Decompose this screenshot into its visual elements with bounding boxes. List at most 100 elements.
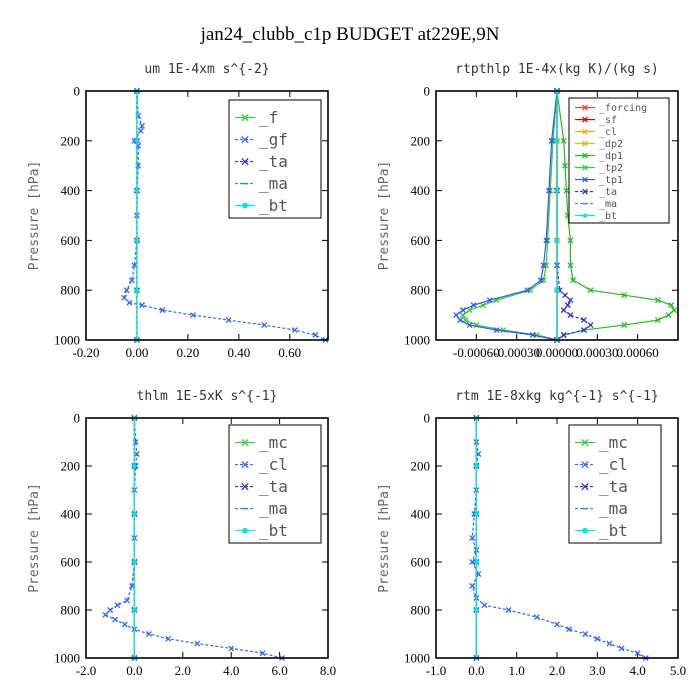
data-point xyxy=(132,559,137,565)
data-point xyxy=(133,451,140,457)
x-tick-label: -1.0 xyxy=(426,663,447,678)
data-point xyxy=(554,621,560,628)
x-tick-label: 8.0 xyxy=(320,663,336,678)
x-tick-label: 2.0 xyxy=(549,663,565,678)
data-point xyxy=(621,292,628,299)
data-point xyxy=(480,302,487,309)
legend-entry: _mc xyxy=(259,433,288,452)
x-tick-label: -0.00060 xyxy=(453,345,500,360)
data-point xyxy=(570,277,577,284)
data-point xyxy=(132,463,137,469)
data-point xyxy=(562,292,569,299)
x-tick-label: -0.20 xyxy=(72,345,99,360)
data-point xyxy=(543,237,550,244)
legend: _forcing_sf_cl_dp2_dp1_tp2_tp1_ta_ma_bt xyxy=(568,97,670,224)
legend-swatch-marker xyxy=(582,213,588,218)
series-line xyxy=(455,90,558,341)
data-point xyxy=(493,327,500,333)
data-point xyxy=(668,302,675,309)
legend-swatch-marker xyxy=(582,128,588,135)
legend-entry: _tp2 xyxy=(599,163,623,174)
legend-entry: _ma xyxy=(259,174,288,193)
legend-entry: _mc xyxy=(599,433,628,452)
data-point xyxy=(123,287,130,294)
legend-swatch-marker xyxy=(581,460,589,469)
data-point xyxy=(474,463,479,469)
y-axis-label: Pressure [hPa] xyxy=(27,483,42,593)
data-point xyxy=(228,645,235,652)
y-tick-label: 600 xyxy=(411,555,431,570)
data-point xyxy=(654,317,661,324)
legend-swatch-marker xyxy=(582,152,588,159)
data-point xyxy=(606,640,613,647)
legend-entry: _bt xyxy=(599,211,617,222)
data-point xyxy=(459,312,466,319)
legend-swatch-marker xyxy=(582,116,588,123)
data-point xyxy=(560,332,567,338)
y-tick-label: 600 xyxy=(61,555,81,570)
series-line xyxy=(104,417,283,659)
data-point xyxy=(505,607,512,613)
x-tick-label: 0.0 xyxy=(468,663,484,678)
data-point xyxy=(469,583,476,589)
y-tick-label: 200 xyxy=(61,133,81,148)
series-line xyxy=(462,90,558,341)
x-tick-label: 6.0 xyxy=(271,663,287,678)
data-point xyxy=(259,650,266,657)
data-point xyxy=(554,188,560,193)
data-point xyxy=(225,317,232,324)
data-point xyxy=(134,287,140,293)
panel-4: rtm 1E-8xkg kg^{-1} s^{-1} Pressure [hPa]… xyxy=(377,389,686,678)
legend-entry: _ma xyxy=(599,199,617,210)
y-tick-label: 0 xyxy=(74,84,81,99)
data-point xyxy=(466,322,473,329)
x-tick-label: 4.0 xyxy=(630,663,646,678)
data-point xyxy=(145,631,152,637)
y-tick-label: 600 xyxy=(411,233,431,248)
y-tick-label: 600 xyxy=(61,233,81,248)
legend-entry: _dp2 xyxy=(599,139,623,150)
data-point xyxy=(587,322,594,329)
data-point xyxy=(139,302,146,309)
data-point xyxy=(563,187,570,194)
x-tick-label: 0.40 xyxy=(227,345,250,360)
data-point xyxy=(474,559,479,565)
data-point xyxy=(621,322,628,329)
data-point xyxy=(540,262,547,269)
legend-entry: _ta xyxy=(259,152,288,171)
data-point xyxy=(139,122,146,129)
data-point xyxy=(529,332,536,338)
legend-swatch-marker xyxy=(581,482,589,491)
series-bt xyxy=(474,415,479,661)
y-tick-label: 200 xyxy=(411,133,431,148)
data-point xyxy=(545,187,552,194)
legend-entry: _f xyxy=(259,108,278,127)
legend-swatch-marker xyxy=(241,113,249,122)
data-point xyxy=(560,137,567,144)
data-point xyxy=(562,162,569,169)
legend-entry: _dp1 xyxy=(599,151,623,162)
legend-swatch-marker xyxy=(241,135,249,144)
legend-entry: _ta xyxy=(599,187,617,198)
y-tick-label: 1000 xyxy=(54,333,80,348)
panel-title: um 1E-4xm s^{-2} xyxy=(144,62,269,77)
data-point xyxy=(134,238,140,243)
data-point xyxy=(131,262,138,269)
y-tick-label: 400 xyxy=(411,507,431,522)
data-point xyxy=(567,237,574,244)
y-axis-label: Pressure [hPa] xyxy=(377,483,392,593)
x-tick-label: 0.60 xyxy=(278,345,301,360)
legend-swatch-marker xyxy=(241,460,249,469)
data-point xyxy=(533,614,540,621)
y-tick-label: 800 xyxy=(411,603,431,618)
data-point xyxy=(114,602,121,609)
data-point xyxy=(560,307,567,314)
data-point xyxy=(132,511,137,517)
x-tick-label: 4.0 xyxy=(223,663,239,678)
x-tick-label: 0.00030 xyxy=(576,345,618,360)
x-tick-label: 0.00 xyxy=(126,345,149,360)
data-point xyxy=(481,602,488,609)
y-tick-label: 800 xyxy=(61,283,81,298)
data-point xyxy=(587,287,594,294)
y-tick-label: 0 xyxy=(424,411,431,426)
